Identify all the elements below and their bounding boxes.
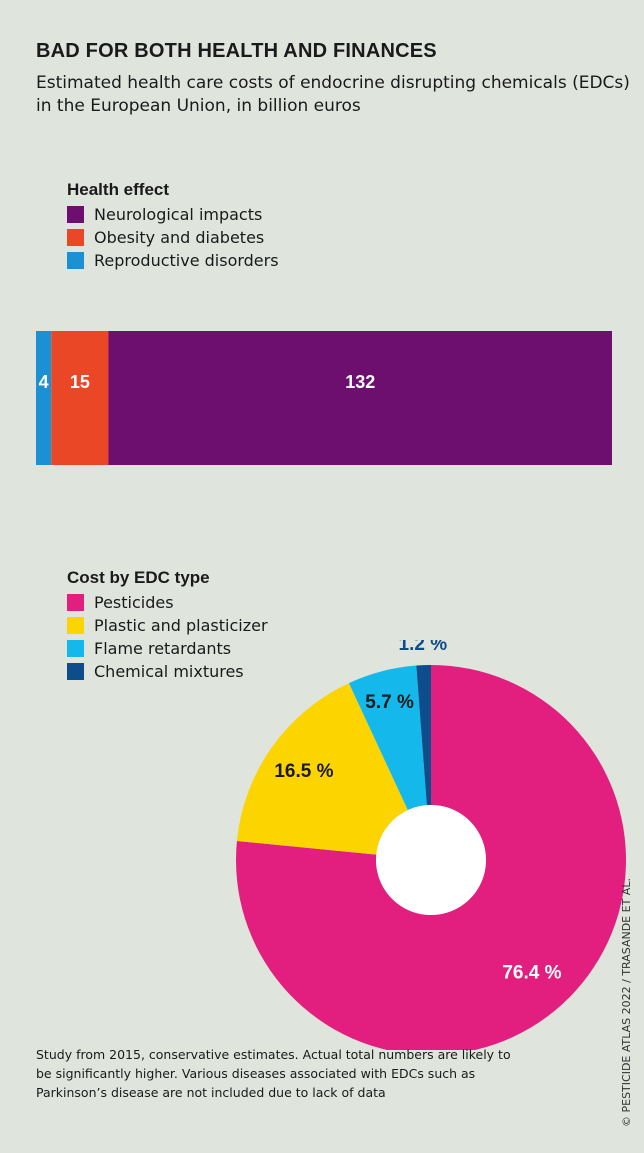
bar-label-obesity-and-diabetes: 15: [70, 372, 90, 392]
legend-item-obesity: Obesity and diabetes: [67, 226, 279, 249]
legend-item-reproductive: Reproductive disorders: [67, 249, 279, 272]
legend-label-pesticides: Pesticides: [94, 593, 174, 612]
bar-segment-obesity-and-diabetes: [51, 331, 109, 465]
bar-label-reproductive-disorders: 4: [39, 372, 49, 392]
stacked-bar-chart: 4 15 132: [36, 331, 613, 465]
bar-segment-reproductive-disorders: [36, 331, 52, 465]
source-text: © PESTICIDE ATLAS 2022 / TRASANDE ET AL.: [620, 878, 633, 1127]
edc-type-legend: Cost by EDC type Pesticides Plastic and …: [67, 568, 268, 683]
edc-type-legend-title: Cost by EDC type: [67, 568, 210, 587]
legend-label-mixtures: Chemical mixtures: [94, 662, 244, 681]
legend-label-flame: Flame retardants: [94, 639, 232, 658]
legend-item-pesticides: Pesticides: [67, 591, 268, 614]
donut-hole: [376, 805, 486, 915]
legend-item-mixtures: Chemical mixtures: [67, 660, 268, 683]
legend-item-flame: Flame retardants: [67, 637, 268, 660]
legend-swatch-mixtures: [67, 663, 84, 680]
legend-label-reproductive: Reproductive disorders: [94, 251, 279, 270]
footnote: Study from 2015, conservative estimates.…: [36, 1047, 511, 1100]
pie-label-plastic-and-plasticizer: 16.5 %: [274, 761, 333, 782]
legend-label-obesity: Obesity and diabetes: [94, 228, 265, 247]
chart-subtitle: Estimated health care costs of endocrine…: [36, 73, 630, 116]
legend-label-neurological: Neurological impacts: [94, 205, 263, 224]
pie-slice-flame-retardants: [348, 665, 427, 811]
pie-slice-plastic-and-plasticizer: [236, 683, 408, 855]
pie-label-pesticides: 76.4 %: [502, 962, 561, 983]
legend-item-neurological: Neurological impacts: [67, 203, 279, 226]
pie-slice-pesticides: [236, 665, 626, 1050]
legend-swatch-obesity: [67, 229, 84, 246]
pie-label-flame-retardants: 5.7 %: [365, 692, 414, 713]
pie-slice-chemical-mixtures: [416, 665, 431, 806]
legend-label-plastic: Plastic and plasticizer: [94, 616, 268, 635]
pie-label-chemical-mixtures: 1.2 %: [399, 640, 448, 655]
legend-swatch-pesticides: [67, 594, 84, 611]
legend-swatch-neurological: [67, 206, 84, 223]
bar-segment-neurological-impacts: [108, 331, 613, 465]
bar-label-neurological-impacts: 132: [345, 372, 375, 392]
legend-swatch-flame: [67, 640, 84, 657]
legend-swatch-plastic: [67, 617, 84, 634]
source-credit: © PESTICIDE ATLAS 2022 / TRASANDE ET AL.: [620, 878, 634, 1140]
health-effect-legend: Health effect Neurological impacts Obesi…: [67, 180, 279, 272]
health-effect-legend-title: Health effect: [67, 180, 170, 199]
legend-swatch-reproductive: [67, 252, 84, 269]
donut-chart: 76.4 % 16.5 % 5.7 % 1.2 %: [236, 640, 626, 1050]
chart-title: BAD FOR BOTH HEALTH AND FINANCES: [36, 40, 437, 62]
legend-item-plastic: Plastic and plasticizer: [67, 614, 268, 637]
